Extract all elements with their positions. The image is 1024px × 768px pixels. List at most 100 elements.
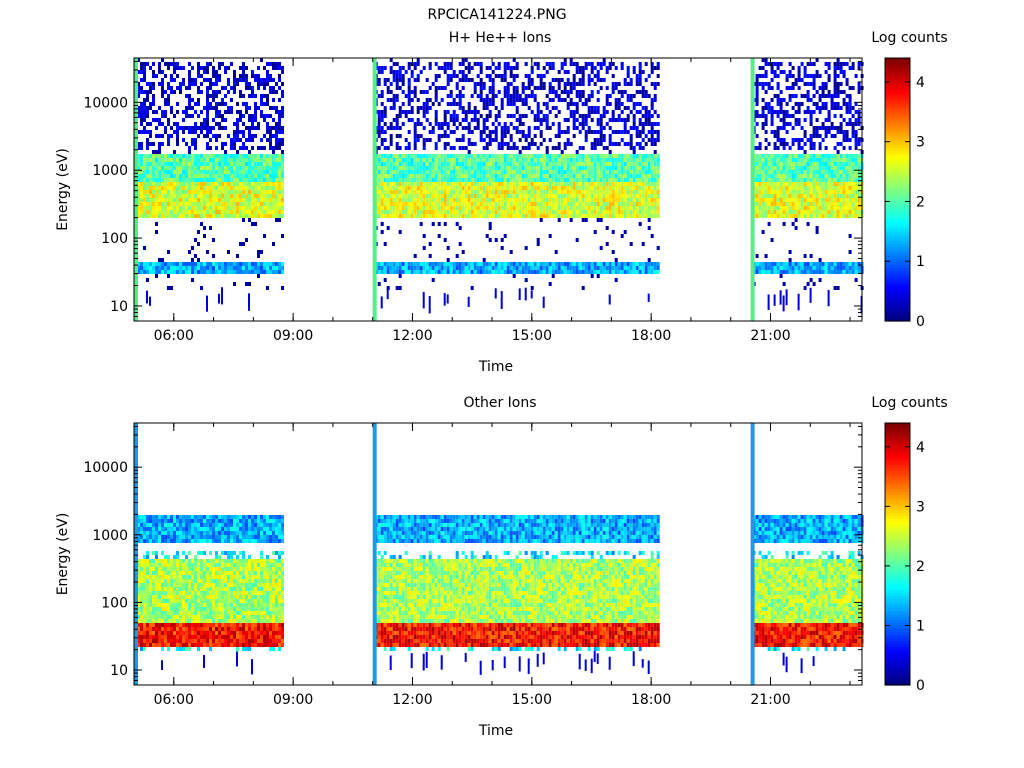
heatmap-cell [578, 98, 582, 102]
heatmap-cell [554, 158, 558, 162]
heatmap-cell [215, 78, 218, 82]
heatmap-cell [794, 118, 798, 122]
heatmap-cell [254, 134, 257, 138]
heatmap-cell [254, 106, 257, 110]
heatmap-cell [794, 102, 798, 106]
heatmap-cell [488, 102, 492, 106]
heatmap-cell [767, 158, 771, 162]
heatmap-cell [434, 94, 438, 98]
heatmap-cell [461, 134, 465, 138]
heatmap-cell [197, 134, 200, 138]
heatmap-cell [464, 126, 468, 130]
heatmap-cell [212, 158, 215, 162]
heatmap-cell [152, 174, 155, 178]
heatmap-cell [557, 266, 561, 270]
heatmap-cell [158, 266, 161, 270]
heatmap-cell [611, 162, 615, 166]
heatmap-cell [785, 170, 789, 174]
heatmap-cell [587, 154, 591, 158]
heatmap-cell [791, 158, 795, 162]
heatmap-cell [653, 174, 657, 178]
heatmap-cell [149, 106, 152, 110]
heatmap-cell [173, 198, 176, 202]
heatmap-cell [761, 170, 765, 174]
heatmap-cell [542, 194, 546, 198]
heatmap-cell [527, 162, 531, 166]
heatmap-cell [800, 158, 804, 162]
heatmap-cell [647, 270, 651, 274]
heatmap-cell [278, 146, 281, 150]
heatmap-cell [782, 186, 786, 190]
heatmap-cell [608, 198, 612, 202]
heatmap-cell [191, 210, 194, 214]
heatmap-cell [395, 190, 399, 194]
heatmap-cell [386, 210, 390, 214]
heatmap-cell [278, 262, 281, 266]
heatmap-cell [455, 270, 459, 274]
heatmap-cell [533, 166, 537, 170]
heatmap-cell [593, 130, 597, 134]
heatmap-cell [200, 178, 203, 182]
heatmap-cell [629, 202, 633, 206]
heatmap-cell [605, 178, 609, 182]
heatmap-cell [218, 198, 221, 202]
heatmap-cell [383, 206, 387, 210]
heatmap-cell [551, 90, 555, 94]
heatmap-cell [233, 86, 236, 90]
heatmap-cell [176, 270, 179, 274]
heatmap-cell [263, 118, 266, 122]
heatmap-cell [476, 202, 480, 206]
heatmap-cell [632, 122, 636, 126]
heatmap-cell [449, 270, 453, 274]
heatmap-cell [179, 154, 182, 158]
heatmap-cell [155, 110, 158, 114]
heatmap-cell [143, 62, 146, 66]
heatmap-cell [200, 190, 203, 194]
heatmap-cell [650, 82, 654, 86]
heatmap-cell [620, 210, 624, 214]
heatmap-cell [191, 178, 194, 182]
heatmap-cell [623, 154, 627, 158]
heatmap-cell [593, 110, 597, 114]
heatmap-cell [182, 178, 185, 182]
heatmap-cell [224, 70, 227, 74]
heatmap-cell [626, 158, 630, 162]
heatmap-cell [503, 162, 507, 166]
heatmap-cell [785, 186, 789, 190]
heatmap-cell [239, 74, 242, 78]
heatmap-cell [542, 174, 546, 178]
heatmap-cell [617, 106, 621, 110]
heatmap-cell [482, 154, 486, 158]
heatmap-cell [164, 90, 167, 94]
heatmap-cell [422, 234, 426, 238]
heatmap-cell [269, 174, 272, 178]
heatmap-cell [215, 190, 218, 194]
heatmap-cell [566, 186, 570, 190]
heatmap-cell [566, 270, 570, 274]
heatmap-cell [203, 122, 206, 126]
heatmap-cell [533, 114, 537, 118]
heatmap-cell [203, 78, 206, 82]
heatmap-cell [167, 158, 170, 162]
heatmap-cell [485, 102, 489, 106]
heatmap-cell [242, 262, 245, 266]
heatmap-cell [269, 134, 272, 138]
heatmap-cell [578, 170, 582, 174]
heatmap-cell [407, 142, 411, 146]
heatmap-cell [608, 142, 612, 146]
heatmap-cell [530, 266, 534, 270]
heatmap-cell [629, 138, 633, 142]
heatmap-cell [158, 134, 161, 138]
heatmap-cell [605, 242, 609, 246]
heatmap-cell [479, 62, 483, 66]
heatmap-cell [548, 138, 552, 142]
heatmap-cell [518, 182, 522, 186]
heatmap-cell [797, 142, 801, 146]
heatmap-cell [482, 98, 486, 102]
heatmap-cell [176, 210, 179, 214]
heatmap-cell [209, 194, 212, 198]
heatmap-cell [569, 110, 573, 114]
heatmap-cell [248, 210, 251, 214]
heatmap-cell [404, 186, 408, 190]
heatmap-cell [572, 166, 576, 170]
